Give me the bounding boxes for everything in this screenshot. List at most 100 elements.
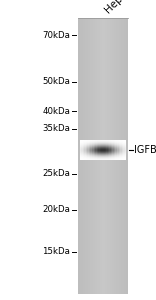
Bar [115,149,117,150]
Bar [122,156,123,157]
Bar [89,154,90,155]
Bar [89,140,90,141]
Bar [105,146,106,147]
Bar [80,154,81,155]
Bar [105,18,106,294]
Bar [97,143,98,144]
Bar [117,143,119,144]
Bar [90,145,92,146]
Bar [122,143,123,144]
Bar [90,155,92,156]
Bar [103,158,105,159]
Bar [83,156,84,157]
Bar [110,18,111,294]
Bar [112,147,114,148]
Bar [117,146,119,147]
Bar [95,150,97,151]
Bar [123,157,125,158]
Bar [84,151,86,152]
Bar [87,157,89,158]
Bar [80,150,81,151]
Bar [97,18,98,294]
Bar [114,142,115,143]
Bar [89,159,90,160]
Bar [111,158,112,159]
Bar [89,150,90,151]
Bar [86,150,87,151]
Bar [120,150,122,151]
Bar [101,140,103,141]
Bar [94,150,95,151]
Bar [98,154,100,155]
Bar [114,155,115,156]
Bar [86,151,87,152]
Bar [97,156,98,157]
Bar [89,145,90,146]
Bar [103,153,105,154]
Bar [105,142,106,143]
Bar [89,141,90,142]
Bar [93,18,94,294]
Bar [101,158,103,159]
Bar [108,143,109,144]
Bar [120,148,122,149]
Bar [95,142,97,143]
Bar [87,156,89,157]
Bar [80,157,81,158]
Bar [113,18,114,294]
Bar [119,140,120,141]
Bar [116,18,117,294]
Bar [80,141,81,142]
Bar [125,18,126,294]
Bar [80,149,81,150]
Bar [112,148,114,149]
Bar [81,155,83,156]
Bar [92,143,94,144]
Bar [83,151,84,152]
Bar [81,159,83,160]
Bar [108,155,109,156]
Bar [87,141,89,142]
Bar [98,147,100,148]
Bar [115,150,117,151]
Bar [95,141,97,142]
Bar [90,18,91,294]
Bar [98,151,100,152]
Bar [117,145,119,146]
Bar [125,143,126,144]
Bar [108,142,109,143]
Bar [102,18,103,294]
Bar [92,148,94,149]
Bar [97,152,98,153]
Bar [122,152,123,153]
Bar [119,146,120,147]
Bar [90,157,92,158]
Bar [119,159,120,160]
Bar [105,153,106,154]
Bar [100,154,101,155]
Bar [81,154,83,155]
Bar [83,155,84,156]
Bar [100,140,101,141]
Bar [108,147,109,148]
Bar [108,140,109,141]
Bar [86,156,87,157]
Bar [122,155,123,156]
Bar [81,158,83,159]
Bar [86,152,87,153]
Bar [106,142,108,143]
Bar [119,157,120,158]
Bar [112,154,114,155]
Bar [125,140,126,141]
Bar [123,149,125,150]
Bar [83,145,84,146]
Bar [109,144,111,145]
Bar [95,147,97,148]
Bar [95,140,97,141]
Bar [122,157,123,158]
Bar [90,149,92,150]
Bar [120,141,122,142]
Text: 20kDa: 20kDa [42,206,70,214]
Bar [95,145,97,146]
Bar [95,157,97,158]
